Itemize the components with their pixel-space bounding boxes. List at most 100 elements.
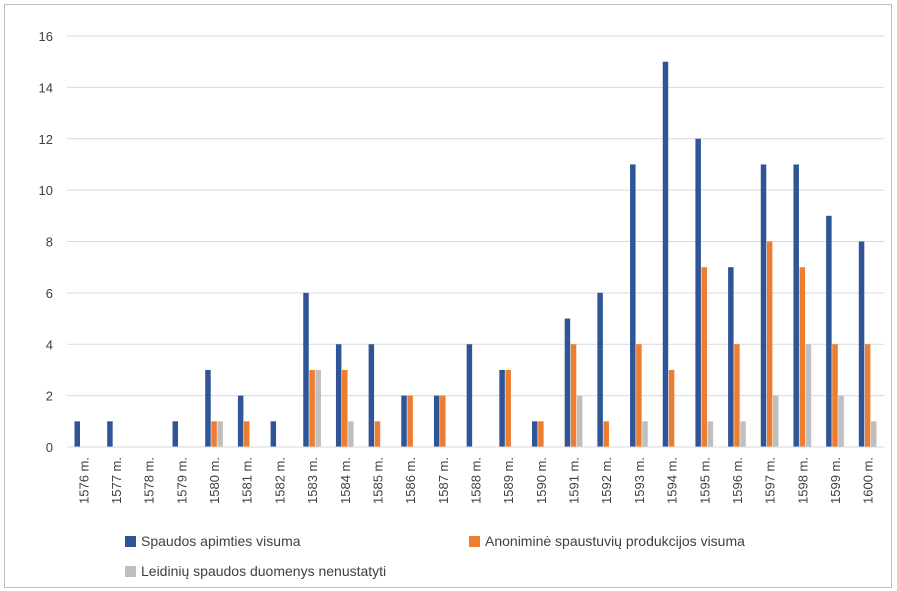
y-tick-label: 8: [46, 235, 53, 250]
y-tick-label: 14: [39, 80, 53, 95]
x-tick-label: 1594 m.: [665, 457, 680, 504]
bar: [772, 395, 779, 448]
bar: [348, 421, 354, 447]
bar: [335, 344, 342, 447]
bar: [564, 318, 571, 447]
y-tick-label: 16: [39, 29, 53, 44]
legend-label-series-1: Spaudos apimties visuma: [141, 533, 301, 549]
bar: [766, 241, 773, 447]
bar: [734, 344, 740, 447]
x-tick-label: 1581 m.: [240, 457, 255, 504]
x-tick-label: 1593 m.: [632, 457, 647, 504]
x-tick-label: 1596 m.: [730, 457, 745, 504]
gridlines: [67, 35, 884, 397]
bar: [642, 421, 648, 447]
bar: [466, 344, 473, 447]
bar: [832, 344, 838, 447]
bar: [597, 292, 603, 448]
x-tick-label: 1585 m.: [370, 457, 385, 504]
bar: [805, 344, 812, 447]
bar: [368, 344, 375, 447]
x-tick-label: 1599 m.: [828, 457, 843, 504]
y-tick-label: 12: [39, 132, 53, 147]
x-tick-label: 1595 m.: [697, 457, 712, 504]
x-tick-label: 1597 m.: [763, 457, 778, 504]
bar: [303, 292, 309, 448]
bar: [342, 369, 348, 447]
legend-item-series-1: Spaudos apimties visuma: [125, 533, 301, 549]
x-tick-label: 1590 m.: [534, 457, 549, 504]
bar: [793, 164, 799, 447]
bar: [309, 369, 315, 447]
bar: [243, 421, 250, 447]
y-tick-label: 4: [46, 337, 53, 352]
bar: [237, 395, 244, 448]
y-tick-label: 2: [46, 389, 53, 404]
bar: [838, 395, 844, 448]
y-tick-label: 0: [46, 440, 53, 455]
bar: [538, 421, 544, 447]
bar: [401, 395, 407, 448]
bar: [826, 215, 832, 447]
bar: [695, 138, 701, 447]
bar: [576, 395, 583, 448]
y-tick-label: 10: [39, 183, 53, 198]
x-tick-label: 1580 m.: [207, 457, 222, 504]
legend-label-series-2: Anoniminė spaustuvių produkcijos visuma: [485, 533, 745, 549]
bar: [707, 421, 714, 447]
bars: [74, 61, 877, 448]
bar: [740, 421, 746, 447]
bar: [74, 421, 80, 447]
x-tick-label: 1588 m.: [469, 457, 484, 504]
x-tick-label: 1592 m.: [599, 457, 614, 504]
bar: [871, 421, 877, 447]
x-tick-label: 1578 m.: [142, 457, 157, 504]
bar: [499, 369, 505, 447]
bar: [728, 267, 734, 447]
x-tick-label: 1582 m.: [272, 457, 287, 504]
x-tick-label: 1577 m.: [109, 457, 124, 504]
legend-label-series-3: Leidinių spaudos duomenys nenustatyti: [141, 563, 387, 579]
bar: [662, 61, 669, 447]
bar: [407, 395, 413, 448]
x-tick-label: 1587 m.: [436, 457, 451, 504]
x-tick-label: 1584 m.: [338, 457, 353, 504]
bar: [315, 369, 321, 447]
chart-frame: 0 2 4 6 8 10 12 14 16 1576 m. 1577 m. 1578 m. 1579 …: [4, 4, 892, 588]
x-tick-label: 1598 m.: [795, 457, 810, 504]
legend-item-series-2: Anoniminė spaustuvių produkcijos visuma: [469, 533, 745, 549]
bar: [668, 369, 675, 447]
bar: [701, 267, 708, 447]
legend-swatch-series-3: [125, 565, 136, 577]
x-axis-ticks: 1576 m. 1577 m. 1578 m. 1579 m. 1580 m. 1581 …: [76, 457, 875, 504]
bar: [433, 395, 440, 448]
bar: [505, 369, 511, 447]
bar: [603, 421, 609, 447]
bar: [570, 344, 577, 447]
bar: [270, 421, 277, 447]
bar: [636, 344, 642, 447]
x-tick-label: 1600 m.: [861, 457, 876, 504]
y-tick-label: 6: [46, 286, 53, 301]
legend-swatch-series-2: [469, 535, 480, 547]
bar: [440, 395, 446, 448]
bar: [217, 421, 223, 447]
x-tick-label: 1586 m.: [403, 457, 418, 504]
bar: [205, 369, 211, 447]
bar: [172, 421, 179, 447]
x-tick-label: 1591 m.: [567, 457, 582, 504]
bar: [211, 421, 217, 447]
legend-swatch-series-1: [125, 535, 136, 547]
x-tick-label: 1589 m.: [501, 457, 516, 504]
bar: [532, 421, 538, 447]
bar: [107, 421, 113, 447]
x-tick-label: 1583 m.: [305, 457, 320, 504]
bar-chart: 0 2 4 6 8 10 12 14 16 1576 m. 1577 m. 1578 m. 1579 …: [39, 29, 884, 504]
bar: [858, 241, 865, 447]
x-tick-label: 1576 m.: [76, 457, 91, 504]
bar: [630, 164, 636, 447]
bar: [760, 164, 767, 447]
x-tick-label: 1579 m.: [174, 457, 189, 504]
legend-item-series-3: Leidinių spaudos duomenys nenustatyti: [125, 563, 386, 579]
bar: [864, 344, 871, 447]
